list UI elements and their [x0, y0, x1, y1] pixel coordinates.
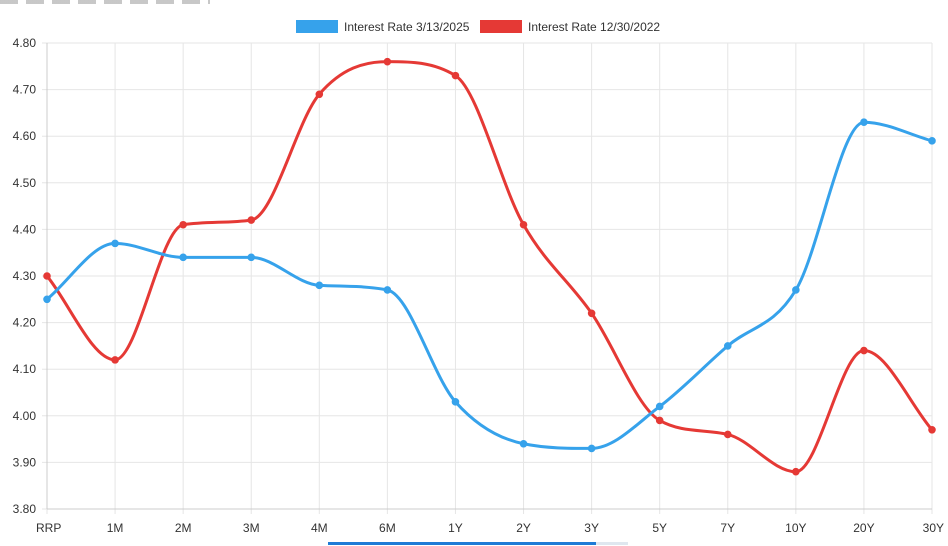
y-axis-ticks: 3.80 3.90 4.00 4.10 4.20 4.30 4.40 4.50 4.60 4.70…: [13, 36, 37, 516]
y-tick-label: 4.00: [13, 409, 37, 423]
data-point[interactable]: [111, 239, 119, 248]
legend-item[interactable]: Interest Rate 3/13/2025: [296, 20, 470, 34]
x-tick-label: 1Y: [448, 521, 463, 535]
y-tick-label: 4.40: [13, 222, 37, 236]
series-1: [43, 57, 936, 476]
legend-label: Interest Rate 12/30/2022: [528, 20, 660, 34]
x-tick-label: 6M: [379, 521, 396, 535]
data-point[interactable]: [451, 398, 460, 406]
y-tick-label: 4.50: [13, 176, 37, 190]
data-point[interactable]: [111, 356, 119, 364]
data-point[interactable]: [792, 467, 800, 476]
legend-swatch: [480, 20, 522, 33]
data-point[interactable]: [383, 57, 392, 66]
y-tick-label: 4.60: [13, 129, 37, 143]
x-tick-label: 7Y: [720, 521, 735, 535]
data-point[interactable]: [587, 444, 596, 453]
data-point[interactable]: [383, 286, 392, 294]
data-point[interactable]: [519, 439, 528, 448]
x-axis-ticks: RRP 1M 2M 3M 4M 6M 1Y 2Y 3Y 5Y 7Y 10Y 20Y 30Y: [36, 521, 944, 535]
y-tick-label: 3.90: [13, 455, 37, 469]
y-tick-label: 4.80: [13, 36, 37, 50]
data-point[interactable]: [247, 253, 256, 262]
data-point[interactable]: [43, 272, 51, 280]
legend-swatch: [296, 20, 338, 33]
x-tick-label: 5Y: [652, 521, 667, 535]
x-tick-label: 2Y: [516, 521, 531, 535]
y-tick-label: 4.20: [13, 316, 37, 330]
data-point[interactable]: [860, 118, 868, 127]
data-point[interactable]: [179, 220, 187, 229]
horizontal-scrollbar[interactable]: [328, 542, 628, 545]
x-tick-label: 20Y: [853, 521, 874, 535]
data-point[interactable]: [451, 71, 460, 80]
y-tick-label: 4.70: [13, 83, 37, 97]
series-line: [45, 120, 934, 450]
y-tick-label: 4.10: [13, 362, 37, 376]
x-tick-label: 4M: [311, 521, 328, 535]
data-point[interactable]: [860, 346, 868, 355]
series-0: [43, 118, 936, 453]
data-point[interactable]: [179, 253, 187, 262]
x-tick-label: 1M: [107, 521, 124, 535]
data-point[interactable]: [315, 90, 324, 99]
top-toolbar-remnant: [0, 0, 210, 4]
chart-legend[interactable]: Interest Rate 3/13/2025 Interest Rate 12/…: [296, 20, 660, 34]
data-point[interactable]: [655, 416, 664, 425]
data-point[interactable]: [587, 309, 596, 318]
x-tick-label: 2M: [175, 521, 192, 535]
data-point[interactable]: [315, 281, 324, 290]
chart-grid: [42, 42, 933, 514]
data-point[interactable]: [928, 137, 936, 145]
series-layer: [43, 57, 936, 476]
data-point[interactable]: [928, 425, 936, 434]
x-tick-label: 30Y: [923, 521, 944, 535]
x-tick-label: 3Y: [584, 521, 599, 535]
y-tick-label: 3.80: [13, 502, 37, 516]
legend-item[interactable]: Interest Rate 12/30/2022: [480, 20, 660, 34]
data-point[interactable]: [43, 295, 51, 304]
x-tick-label: 10Y: [785, 521, 806, 535]
data-point[interactable]: [792, 286, 800, 294]
data-point[interactable]: [723, 430, 732, 439]
x-tick-label: RRP: [36, 521, 61, 535]
y-tick-label: 4.30: [13, 269, 37, 283]
data-point[interactable]: [723, 342, 732, 350]
series-line: [45, 60, 934, 474]
data-point[interactable]: [247, 216, 256, 224]
scrollbar-thumb[interactable]: [328, 542, 596, 545]
data-point[interactable]: [519, 220, 528, 229]
data-point[interactable]: [655, 402, 664, 411]
legend-label: Interest Rate 3/13/2025: [344, 20, 470, 34]
x-tick-label: 3M: [243, 521, 260, 535]
